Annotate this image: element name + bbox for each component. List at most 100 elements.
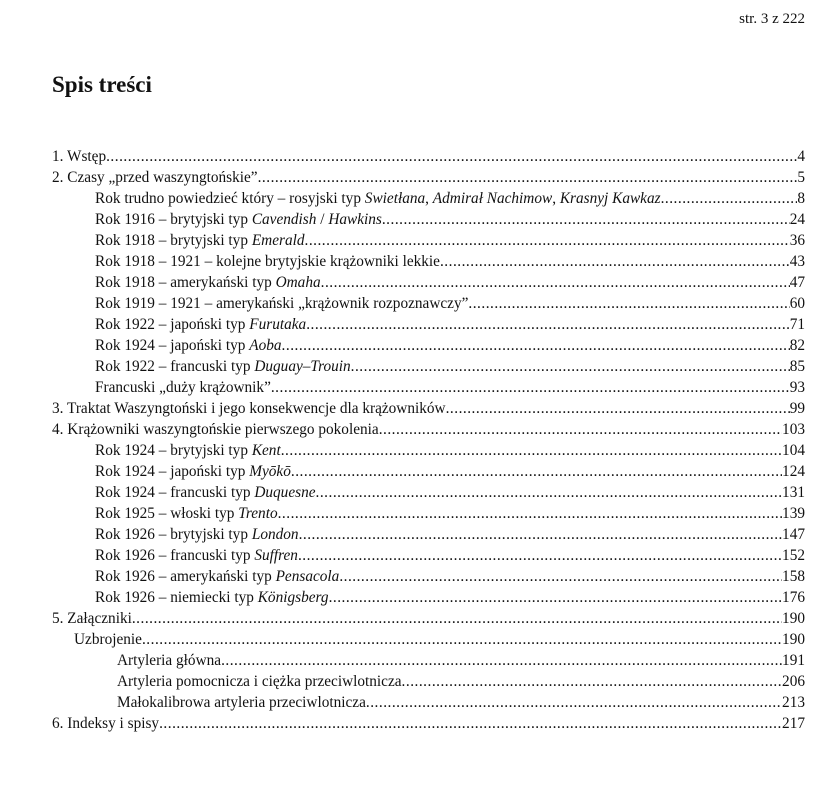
toc-page-number: 217: [782, 715, 805, 732]
toc-page-number: 176: [782, 589, 805, 606]
dot-leader: [321, 272, 790, 293]
dot-leader: [132, 608, 782, 629]
ship-class-name: Admirał Nachimow: [432, 190, 553, 207]
toc-entry-title: 4. Krążowniki waszyngtońskie pierwszego …: [52, 419, 379, 440]
toc-entry[interactable]: Rok 1924 – japoński typ Myōkō 124: [52, 461, 805, 482]
toc-entry[interactable]: 2. Czasy „przed waszyngtońskie” 5: [52, 167, 805, 188]
toc-entry[interactable]: 4. Krążowniki waszyngtońskie pierwszego …: [52, 419, 805, 440]
toc-entry[interactable]: Rok 1918 – 1921 – kolejne brytyjskie krą…: [52, 251, 805, 272]
toc-entry[interactable]: 6. Indeksy i spisy 217: [52, 713, 805, 734]
toc-entry[interactable]: 1. Wstęp 4: [52, 146, 805, 167]
dot-leader: [159, 713, 782, 734]
dot-leader: [106, 146, 797, 167]
toc-entry-title: 3. Traktat Waszyngtoński i jego konsekwe…: [52, 398, 446, 419]
toc-entry[interactable]: Rok 1919 – 1921 – amerykański „krążownik…: [52, 293, 805, 314]
toc-entry[interactable]: Rok 1926 – francuski typ Suffren 152: [52, 545, 805, 566]
dot-leader: [271, 377, 790, 398]
toc-entry[interactable]: Rok 1922 – francuski typ Duguay–Trouin 85: [52, 356, 805, 377]
toc-text: Francuski „duży krążownik”: [95, 379, 271, 396]
toc-entry-title: Małokalibrowa artyleria przeciwlotnicza: [117, 692, 366, 713]
toc-text: ,: [425, 190, 433, 207]
toc-entry[interactable]: Rok 1926 – niemiecki typ Königsberg 176: [52, 587, 805, 608]
toc-text: ,: [552, 190, 560, 207]
toc-entry-title: Rok 1919 – 1921 – amerykański „krążownik…: [95, 293, 468, 314]
dot-leader: [329, 587, 782, 608]
toc-text: 5. Załączniki: [52, 610, 132, 627]
toc-page-number: 85: [789, 358, 805, 375]
toc-text: Rok 1918 – amerykański typ: [95, 274, 276, 291]
dot-leader: [258, 167, 798, 188]
toc-text: Rok 1924 – japoński typ: [95, 337, 250, 354]
page-title: Spis treści: [52, 72, 152, 97]
toc-entry-title: Rok 1926 – amerykański typ Pensacola: [95, 566, 339, 587]
toc-page-number: 43: [789, 253, 805, 270]
toc-entry-title: Rok 1925 – włoski typ Trento: [95, 503, 278, 524]
toc-entry[interactable]: Rok 1922 – japoński typ Furutaka 71: [52, 314, 805, 335]
ship-class-name: Swietłana: [364, 190, 426, 207]
ship-class-name: Trento: [238, 505, 278, 522]
dot-leader: [299, 524, 782, 545]
dot-leader: [305, 230, 790, 251]
toc-text: Artyleria pomocnicza i ciężka przeciwlot…: [117, 673, 402, 690]
dot-leader: [278, 503, 782, 524]
ship-class-name: Königsberg: [257, 589, 329, 606]
toc-page-number: 190: [782, 631, 805, 648]
toc-entry[interactable]: Artyleria główna 191: [52, 650, 805, 671]
dot-leader: [402, 671, 783, 692]
toc-entry-title: Rok 1924 – japoński typ Myōkō: [95, 461, 291, 482]
toc-text: Rok 1925 – włoski typ: [95, 505, 239, 522]
toc-entry[interactable]: Rok 1924 – brytyjski typ Kent 104: [52, 440, 805, 461]
toc-entry[interactable]: Uzbrojenie 190: [52, 629, 805, 650]
toc-entry[interactable]: 5. Załączniki 190: [52, 608, 805, 629]
toc-entry[interactable]: Rok 1925 – włoski typ Trento 139: [52, 503, 805, 524]
toc-page-number: 158: [782, 568, 805, 585]
toc-entry-title: Rok 1922 – francuski typ Duguay–Trouin: [95, 356, 351, 377]
page-number-header: str. 3 z 222: [739, 11, 805, 27]
toc-entry[interactable]: Rok 1926 – brytyjski typ London 147: [52, 524, 805, 545]
ship-class-name: Pensacola: [275, 568, 340, 585]
toc-page-number: 5: [797, 169, 805, 186]
table-of-contents: 1. Wstęp 4 2. Czasy „przed waszyngtońskie”…: [52, 146, 805, 734]
toc-entry[interactable]: Rok trudno powiedzieć który – rosyjski t…: [52, 188, 805, 209]
toc-text: 2. Czasy „przed waszyngtońskie”: [52, 169, 258, 186]
toc-entry-title: Rok 1922 – japoński typ Furutaka: [95, 314, 306, 335]
toc-entry-title: Rok 1924 – japoński typ Aoba: [95, 335, 282, 356]
toc-page-number: 206: [782, 673, 805, 690]
ship-class-name: Suffren: [254, 547, 298, 564]
dot-leader: [366, 692, 782, 713]
dot-leader: [446, 398, 790, 419]
dot-leader: [142, 629, 782, 650]
dot-leader: [661, 188, 798, 209]
toc-page-number: 191: [782, 652, 805, 669]
toc-entry[interactable]: 3. Traktat Waszyngtoński i jego konsekwe…: [52, 398, 805, 419]
toc-entry-title: 5. Załączniki: [52, 608, 132, 629]
toc-entry[interactable]: Rok 1924 – japoński typ Aoba 82: [52, 335, 805, 356]
toc-entry[interactable]: Rok 1916 – brytyjski typ Cavendish / Haw…: [52, 209, 805, 230]
dot-leader: [298, 545, 782, 566]
toc-entry-title: 2. Czasy „przed waszyngtońskie”: [52, 167, 258, 188]
dot-leader: [440, 251, 790, 272]
toc-text: Małokalibrowa artyleria przeciwlotnicza: [117, 694, 366, 711]
toc-entry[interactable]: Rok 1918 – brytyjski typ Emerald 36: [52, 230, 805, 251]
ship-class-name: London: [251, 526, 299, 543]
toc-text: Rok 1922 – japoński typ: [95, 316, 250, 333]
ship-class-name: Aoba: [249, 337, 282, 354]
toc-page-number: 4: [797, 148, 805, 165]
toc-entry[interactable]: Rok 1926 – amerykański typ Pensacola 158: [52, 566, 805, 587]
toc-entry[interactable]: Rok 1924 – francuski typ Duquesne 131: [52, 482, 805, 503]
toc-entry[interactable]: Rok 1918 – amerykański typ Omaha 47: [52, 272, 805, 293]
toc-text: Rok 1918 – 1921 – kolejne brytyjskie krą…: [95, 253, 440, 270]
toc-entry[interactable]: Artyleria pomocnicza i ciężka przeciwlot…: [52, 671, 805, 692]
toc-entry[interactable]: Małokalibrowa artyleria przeciwlotnicza 2…: [52, 692, 805, 713]
toc-text: 1. Wstęp: [52, 148, 107, 165]
toc-entry-title: Rok 1924 – francuski typ Duquesne: [95, 482, 316, 503]
toc-entry-title: Rok 1926 – brytyjski typ London: [95, 524, 299, 545]
toc-page-number: 82: [789, 337, 805, 354]
dot-leader: [282, 335, 790, 356]
toc-entry[interactable]: Francuski „duży krążownik” 93: [52, 377, 805, 398]
ship-class-name: Kent: [251, 442, 281, 459]
toc-page-number: 147: [782, 526, 805, 543]
ship-class-name: Hawkins: [328, 211, 382, 228]
ship-class-name: Cavendish: [251, 211, 317, 228]
toc-text: Artyleria główna: [117, 652, 222, 669]
